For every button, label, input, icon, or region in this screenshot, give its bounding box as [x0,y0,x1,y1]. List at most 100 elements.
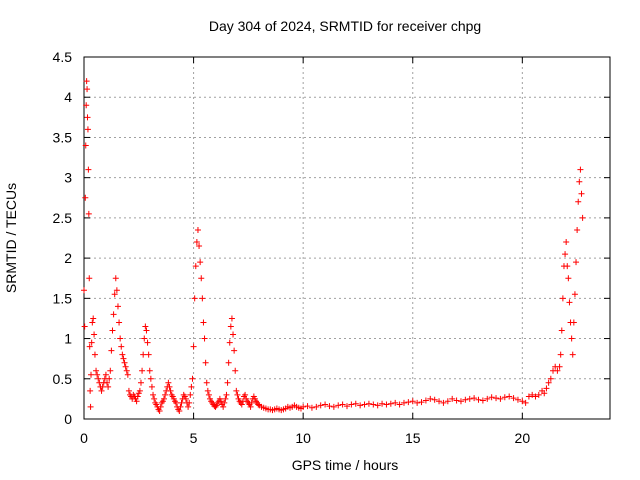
y-tick-label: 2.5 [53,210,73,226]
x-tick-label: 0 [80,430,88,446]
data-point [200,319,207,326]
data-point [199,295,206,302]
data-point [466,395,473,402]
data-point [525,393,532,400]
data-point [85,210,92,217]
data-point [440,399,447,406]
data-point [233,387,240,394]
data-point [192,263,199,270]
data-point [88,339,95,346]
data-point [396,401,403,408]
data-point [167,387,174,394]
data-point [93,367,100,374]
data-point [304,403,311,410]
data-point [187,391,194,398]
data-point [578,190,585,197]
data-point [136,387,143,394]
data-point [125,387,132,394]
data-point [559,295,566,302]
data-point [116,319,123,326]
data-point [156,407,163,414]
data-point [198,275,205,282]
y-tick-label: 3.5 [53,129,73,145]
data-point [124,371,131,378]
data-point [165,379,172,386]
data-point [189,375,196,382]
data-point [322,401,329,408]
y-tick-label: 0.5 [53,371,73,387]
data-point [90,315,97,322]
data-point [541,390,548,397]
data-point [431,396,438,403]
data-point [94,371,101,378]
data-point [107,367,114,374]
data-point [300,403,307,410]
data-point [453,397,460,404]
y-tick-label: 4 [64,89,72,105]
data-point [83,102,90,109]
data-point [225,359,232,366]
data-point [117,335,124,342]
data-point [82,142,89,149]
data-point [579,214,586,221]
data-point [144,339,151,346]
data-point [392,399,399,406]
data-point [186,399,193,406]
data-point [234,391,241,398]
data-point [220,403,227,410]
grid-layer [84,57,610,419]
data-point [84,86,91,93]
data-point [121,359,128,366]
data-point [479,397,486,404]
data-point [566,299,573,306]
data-point [493,395,500,402]
data-point [405,399,412,406]
data-point [565,275,572,282]
data-point [148,383,155,390]
data-point [535,391,542,398]
data-point [232,367,239,374]
data-point [361,401,368,408]
data-point [217,398,224,405]
plot-background [84,57,610,419]
data-point [558,327,565,334]
data-point [317,402,324,409]
data-point [248,399,255,406]
data-point [140,351,147,358]
y-tick-label: 0 [64,411,72,427]
data-point [150,391,157,398]
data-point [143,327,150,334]
data-point [231,347,238,354]
data-point [118,343,125,350]
data-point [484,395,491,402]
data-point [188,383,195,390]
data-point [506,393,513,400]
data-point [108,347,115,354]
data-point [573,259,580,266]
ticks-layer: 0 5 10 15 20 0 0.5 1 1.5 2 2.5 3 3.5 4 4.5 [53,49,610,446]
data-point [228,315,235,322]
data-point [223,391,230,398]
data-point [570,319,577,326]
data-point [137,379,144,386]
data-point [414,399,421,406]
data-point [471,395,478,402]
data-point [86,275,93,282]
data-point [574,226,581,233]
data-point [457,398,464,405]
data-point [113,287,120,294]
y-tick-label: 4.5 [53,49,73,65]
y-tick-label: 2 [64,250,72,266]
data-point [226,339,233,346]
data-point [370,401,377,408]
data-point [444,398,451,405]
data-point [529,391,536,398]
data-point [190,343,197,350]
data-point [339,401,346,408]
data-point [563,239,570,246]
data-point [105,383,112,390]
data-point [166,383,173,390]
data-point [157,403,164,410]
data-point [204,387,211,394]
